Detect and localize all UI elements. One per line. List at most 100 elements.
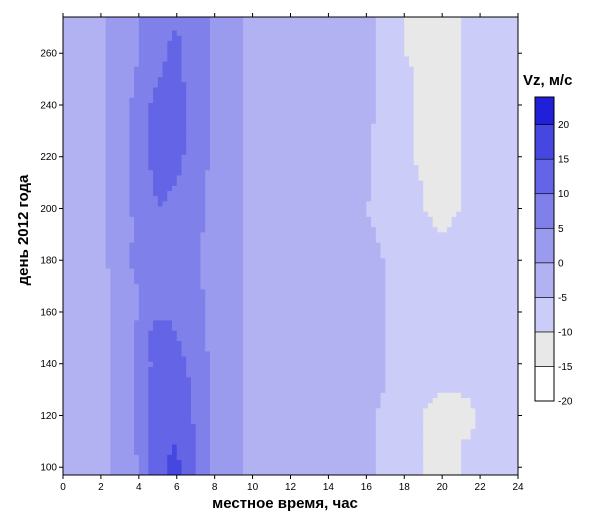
heatmap-cell xyxy=(385,443,391,450)
heatmap-cell xyxy=(499,205,505,212)
heatmap-cell xyxy=(134,449,140,455)
heatmap-cell xyxy=(153,309,159,316)
heatmap-cell xyxy=(134,324,140,331)
heatmap-cell xyxy=(186,283,192,290)
heatmap-cell xyxy=(91,288,97,295)
heatmap-cell xyxy=(281,371,287,378)
heatmap-cell xyxy=(503,387,510,393)
heatmap-cell xyxy=(72,242,78,248)
heatmap-cell xyxy=(238,226,244,233)
heatmap-cell xyxy=(205,345,211,352)
heatmap-cell xyxy=(408,314,415,321)
heatmap-cell xyxy=(63,247,69,254)
heatmap-cell xyxy=(423,324,429,331)
heatmap-cell xyxy=(385,459,391,466)
heatmap-cell xyxy=(181,309,187,316)
heatmap-cell xyxy=(143,262,149,269)
heatmap-cell xyxy=(494,418,500,424)
heatmap-cell xyxy=(513,423,518,430)
heatmap-cell xyxy=(67,330,74,336)
heatmap-cell xyxy=(375,381,382,388)
heatmap-cell xyxy=(503,283,510,290)
heatmap-cell xyxy=(484,216,491,223)
heatmap-cell xyxy=(432,231,439,238)
heatmap-cell xyxy=(451,397,457,404)
heatmap-cell xyxy=(195,376,202,383)
heatmap-cell xyxy=(205,387,211,393)
heatmap-cell xyxy=(276,216,282,223)
heatmap-cell xyxy=(299,247,306,254)
heatmap-cell xyxy=(176,376,183,383)
heatmap-cell xyxy=(446,299,453,305)
heatmap-cell xyxy=(342,459,348,466)
heatmap-cell xyxy=(390,361,396,367)
heatmap-cell xyxy=(205,449,211,455)
heatmap-cell xyxy=(243,469,249,475)
heatmap-cell xyxy=(77,350,83,357)
heatmap-cell xyxy=(281,257,287,264)
heatmap-cell xyxy=(451,330,457,336)
heatmap-cell xyxy=(380,216,386,223)
heatmap-cell xyxy=(262,381,268,388)
heatmap-cell xyxy=(143,299,149,305)
heatmap-cell xyxy=(451,273,457,279)
heatmap-cell xyxy=(115,335,121,342)
heatmap-cell xyxy=(489,283,495,290)
heatmap-cell xyxy=(432,236,439,243)
heatmap-cell xyxy=(337,464,344,471)
heatmap-cell xyxy=(219,226,225,233)
heatmap-cell xyxy=(262,412,268,419)
heatmap-cell xyxy=(513,324,518,331)
heatmap-cell xyxy=(437,407,443,414)
heatmap-cell xyxy=(499,221,505,228)
heatmap-cell xyxy=(442,355,448,362)
heatmap-cell xyxy=(143,242,149,248)
heatmap-cell xyxy=(209,226,216,233)
heatmap-cell xyxy=(86,443,93,450)
heatmap-cell xyxy=(167,361,173,367)
heatmap-cell xyxy=(148,376,154,383)
heatmap-cell xyxy=(465,236,472,243)
heatmap-cell xyxy=(243,376,249,383)
heatmap-cell xyxy=(413,221,420,228)
heatmap-cell xyxy=(143,273,149,279)
heatmap-cell xyxy=(465,464,472,471)
heatmap-cell xyxy=(205,283,211,290)
heatmap-cell xyxy=(304,247,311,254)
heatmap-cell xyxy=(252,247,258,254)
heatmap-cell xyxy=(247,392,254,398)
heatmap-cell xyxy=(153,216,159,223)
heatmap-cell xyxy=(461,443,467,450)
heatmap-cell xyxy=(356,273,363,279)
heatmap-cell xyxy=(328,205,334,212)
heatmap-cell xyxy=(328,330,334,336)
heatmap-cell xyxy=(361,428,367,435)
heatmap-cell xyxy=(257,371,263,378)
heatmap-cell xyxy=(318,392,325,398)
heatmap-cell xyxy=(513,397,518,404)
heatmap-cell xyxy=(281,340,287,347)
heatmap-cell xyxy=(115,221,121,228)
heatmap-cell xyxy=(333,236,339,243)
heatmap-cell xyxy=(115,361,121,367)
heatmap-cell xyxy=(167,205,173,212)
heatmap-cell xyxy=(119,216,126,223)
heatmap-cell xyxy=(243,231,249,238)
heatmap-cell xyxy=(385,335,391,342)
heatmap-cell xyxy=(375,418,382,424)
heatmap-cell xyxy=(209,288,216,295)
heatmap-cell xyxy=(153,299,159,305)
heatmap-cell xyxy=(157,402,164,409)
heatmap-cell xyxy=(205,205,211,212)
heatmap-cell xyxy=(304,205,311,212)
heatmap-cell xyxy=(385,350,391,357)
heatmap-cell xyxy=(262,387,268,393)
heatmap-cell xyxy=(375,438,382,445)
heatmap-cell xyxy=(427,459,434,466)
heatmap-cell xyxy=(209,350,216,357)
heatmap-cell xyxy=(247,433,254,440)
heatmap-cell xyxy=(499,273,505,279)
heatmap-cell xyxy=(129,366,135,373)
heatmap-cell xyxy=(238,252,244,259)
heatmap-cell xyxy=(209,392,216,398)
